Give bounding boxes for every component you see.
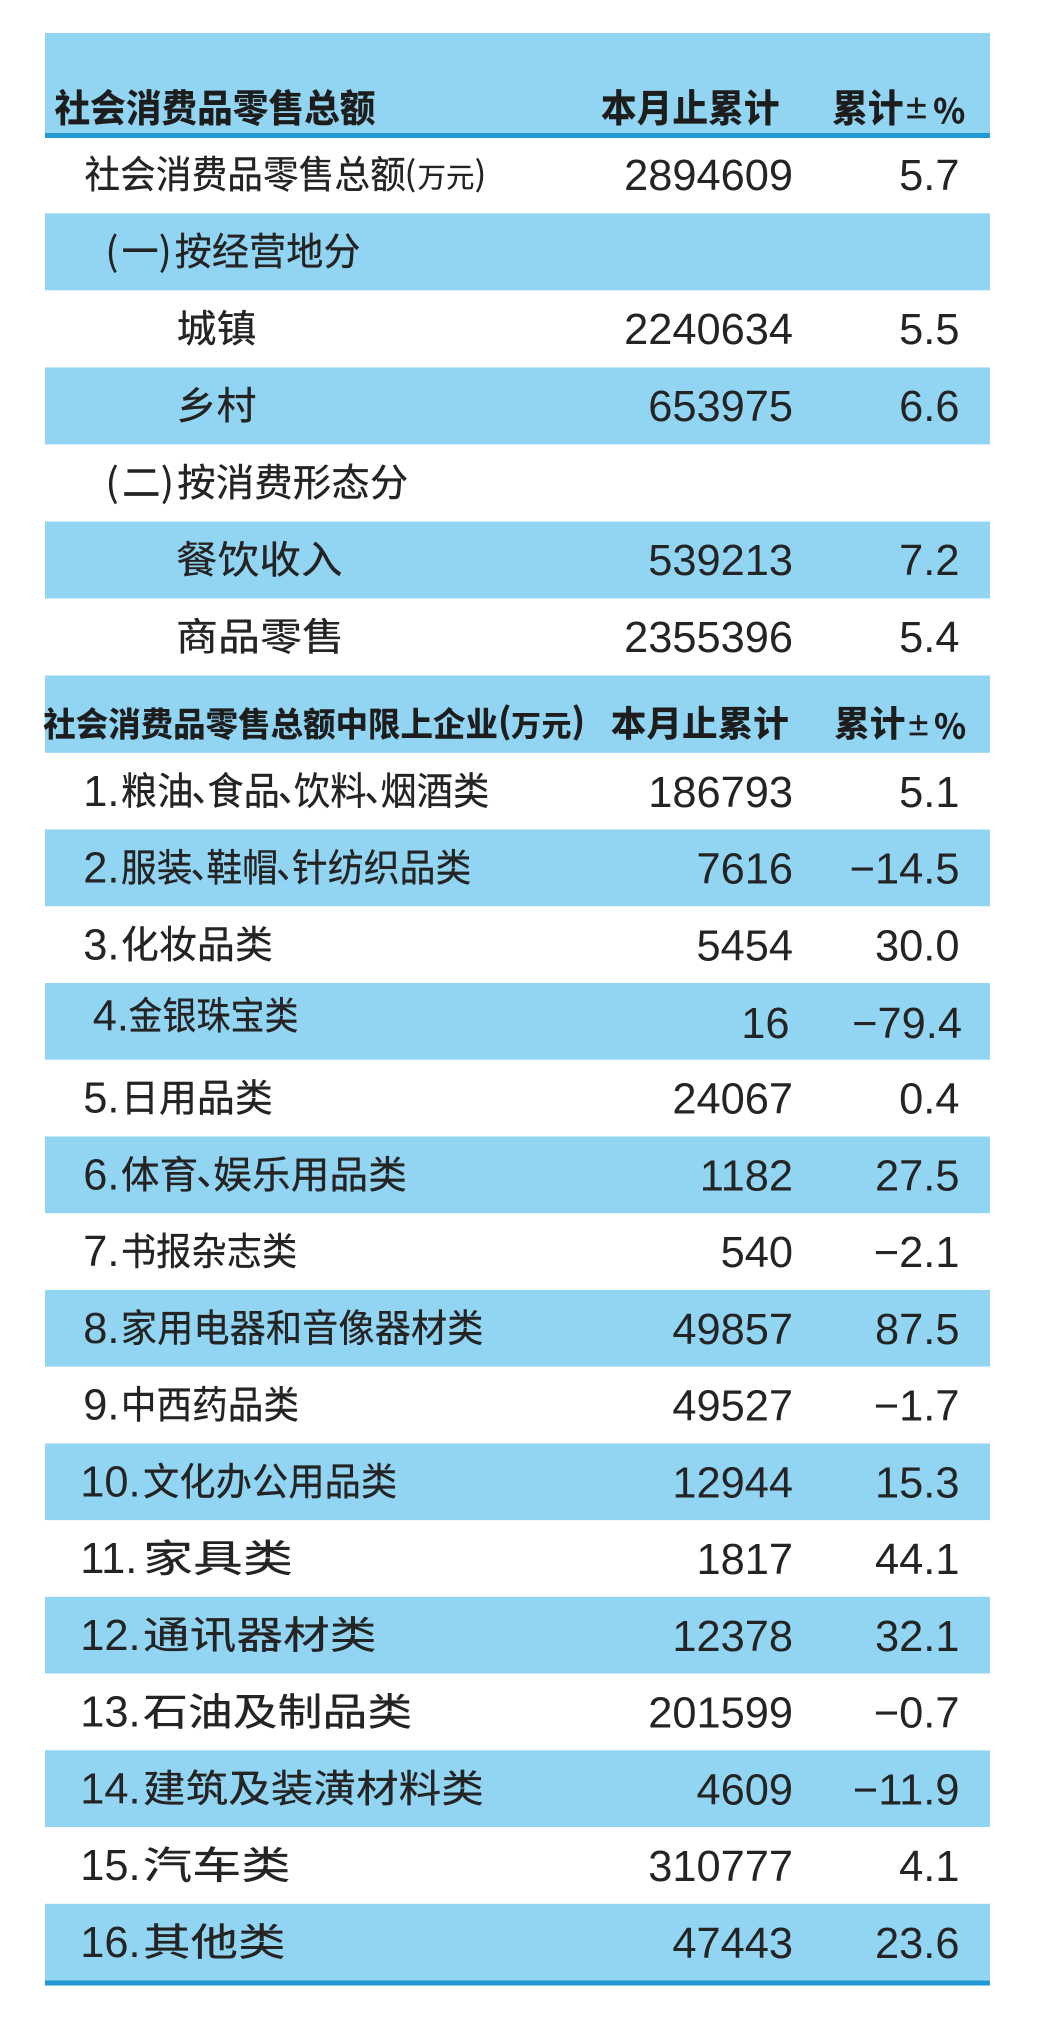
svg-text:13.: 13.: [80, 1689, 140, 1737]
svg-text:7616: 7616: [696, 846, 793, 894]
svg-text:87.5: 87.5: [875, 1306, 959, 1354]
svg-text:10.: 10.: [80, 1458, 140, 1506]
svg-text:5.1: 5.1: [899, 769, 959, 817]
svg-text:4.1: 4.1: [899, 1843, 959, 1891]
svg-text:5.7: 5.7: [899, 152, 959, 200]
svg-text:1817: 1817: [696, 1536, 793, 1584]
svg-text:12.: 12.: [80, 1612, 140, 1660]
svg-text:47443: 47443: [672, 1920, 793, 1968]
svg-text:−79.4: −79.4: [852, 1000, 962, 1048]
svg-text:11.: 11.: [80, 1535, 137, 1583]
svg-text:5.: 5.: [83, 1075, 119, 1123]
svg-text:186793: 186793: [648, 769, 793, 817]
svg-text:24067: 24067: [672, 1076, 793, 1124]
svg-text:14.: 14.: [80, 1765, 140, 1813]
svg-text:44.1: 44.1: [875, 1536, 959, 1584]
svg-text:4609: 4609: [696, 1766, 793, 1814]
svg-text:1.: 1.: [83, 768, 119, 816]
svg-text:310777: 310777: [648, 1843, 793, 1891]
svg-text:5.4: 5.4: [899, 614, 959, 662]
svg-text:16.: 16.: [80, 1919, 140, 1967]
svg-text:−11.9: −11.9: [853, 1766, 960, 1814]
svg-text:2.: 2.: [83, 845, 119, 893]
svg-text:15.3: 15.3: [875, 1459, 959, 1507]
svg-text:201599: 201599: [648, 1690, 793, 1738]
svg-text:5.5: 5.5: [899, 306, 959, 354]
svg-text:5454: 5454: [696, 922, 793, 970]
svg-text:49527: 49527: [672, 1383, 793, 1431]
svg-text:12378: 12378: [672, 1613, 793, 1661]
svg-text:540: 540: [721, 1229, 793, 1277]
svg-text:7.2: 7.2: [899, 537, 959, 585]
svg-text:−0.7: −0.7: [874, 1690, 960, 1738]
svg-text:9.: 9.: [83, 1382, 119, 1430]
svg-text:23.6: 23.6: [875, 1920, 959, 1968]
svg-text:30.0: 30.0: [875, 922, 959, 970]
svg-text:12944: 12944: [672, 1459, 793, 1507]
svg-text:15.: 15.: [80, 1842, 140, 1890]
svg-text:3.: 3.: [83, 921, 119, 969]
svg-text:7.: 7.: [83, 1228, 119, 1276]
svg-text:2894609: 2894609: [624, 152, 793, 200]
svg-text:2355396: 2355396: [624, 614, 793, 662]
svg-text:6.: 6.: [83, 1152, 119, 1200]
svg-text:6.6: 6.6: [899, 383, 959, 431]
svg-text:0.4: 0.4: [899, 1076, 959, 1124]
svg-text:16: 16: [741, 1000, 789, 1048]
svg-text:32.1: 32.1: [875, 1613, 959, 1661]
svg-text:−14.5: −14.5: [850, 846, 960, 894]
svg-text:−1.7: −1.7: [874, 1383, 960, 1431]
svg-text:2240634: 2240634: [624, 306, 793, 354]
svg-text:27.5: 27.5: [875, 1153, 959, 1201]
svg-text:539213: 539213: [648, 537, 793, 585]
svg-text:−2.1: −2.1: [874, 1229, 960, 1277]
svg-text:4.: 4.: [93, 993, 129, 1041]
svg-text:653975: 653975: [648, 383, 793, 431]
svg-text:8.: 8.: [83, 1305, 119, 1353]
svg-text:49857: 49857: [672, 1306, 793, 1354]
svg-text:1182: 1182: [700, 1153, 793, 1201]
